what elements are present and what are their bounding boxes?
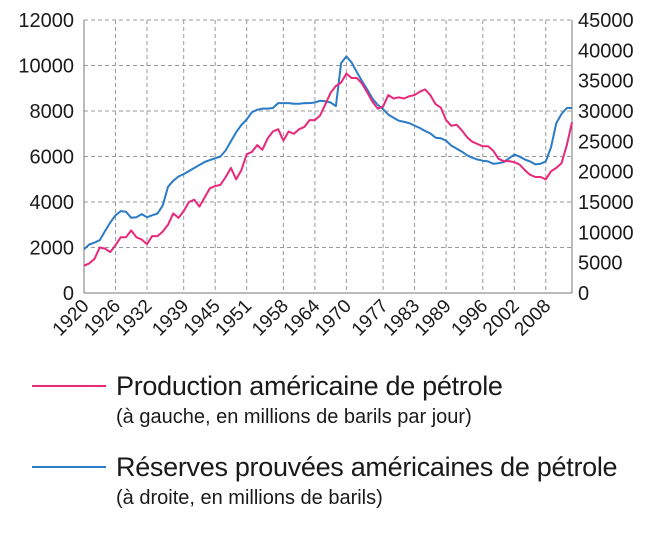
left-tick-label: 10000 <box>18 56 74 78</box>
right-tick-label: 10000 <box>578 222 634 244</box>
x-tick-label: 1970 <box>311 296 356 341</box>
left-tick-label: 2000 <box>30 238 75 260</box>
right-tick-label: 35000 <box>578 71 634 93</box>
legend-label-reserves: Réserves prouvées américaines de pétrole <box>116 451 618 482</box>
chart: 0 2000 4000 6000 8000 10000 12000 0 5000 10000 15… <box>18 10 634 340</box>
right-tick-label: 15000 <box>578 192 634 214</box>
right-tick-label: 25000 <box>578 131 634 153</box>
x-tick-label: 2008 <box>511 296 556 341</box>
right-tick-label: 30000 <box>578 101 634 123</box>
left-tick-label: 8000 <box>30 101 75 123</box>
right-tick-label: 40000 <box>578 40 634 62</box>
legend-swatch-reserves <box>32 466 106 468</box>
x-tick-label: 1932 <box>112 296 157 341</box>
right-tick-label: 45000 <box>578 10 634 32</box>
series-line-production <box>83 72 573 267</box>
legend-item-reserves: Réserves prouvées américaines de pétrole… <box>32 450 652 512</box>
legend-note-reserves: (à droite, en millions de barils) <box>116 487 383 509</box>
left-axis: 0 2000 4000 6000 8000 10000 12000 <box>18 10 74 305</box>
grid <box>83 19 573 294</box>
x-axis: 1920192619321939194519511958196419701977… <box>49 295 556 340</box>
left-tick-label: 6000 <box>30 147 75 169</box>
right-tick-label: 20000 <box>578 162 634 184</box>
legend-item-production: Production américaine de pétrole (à gauc… <box>32 369 652 431</box>
left-tick-label: 4000 <box>30 192 75 214</box>
x-tick-label: 1989 <box>411 296 456 341</box>
legend-label-production: Production américaine de pétrole <box>116 370 503 401</box>
legend-note-production: (à gauche, en millions de barils par jou… <box>116 406 472 428</box>
right-axis: 0 5000 10000 15000 20000 25000 30000 35000 40000… <box>578 10 634 305</box>
series-line-reserves <box>83 55 572 251</box>
x-tick-label: 1951 <box>211 296 256 341</box>
series-layer <box>83 55 573 267</box>
left-tick-label: 12000 <box>18 10 74 32</box>
legend-swatch-production <box>32 385 106 387</box>
right-tick-label: 5000 <box>578 253 623 275</box>
right-tick-label: 0 <box>578 283 589 305</box>
left-tick-label: 0 <box>63 283 74 305</box>
